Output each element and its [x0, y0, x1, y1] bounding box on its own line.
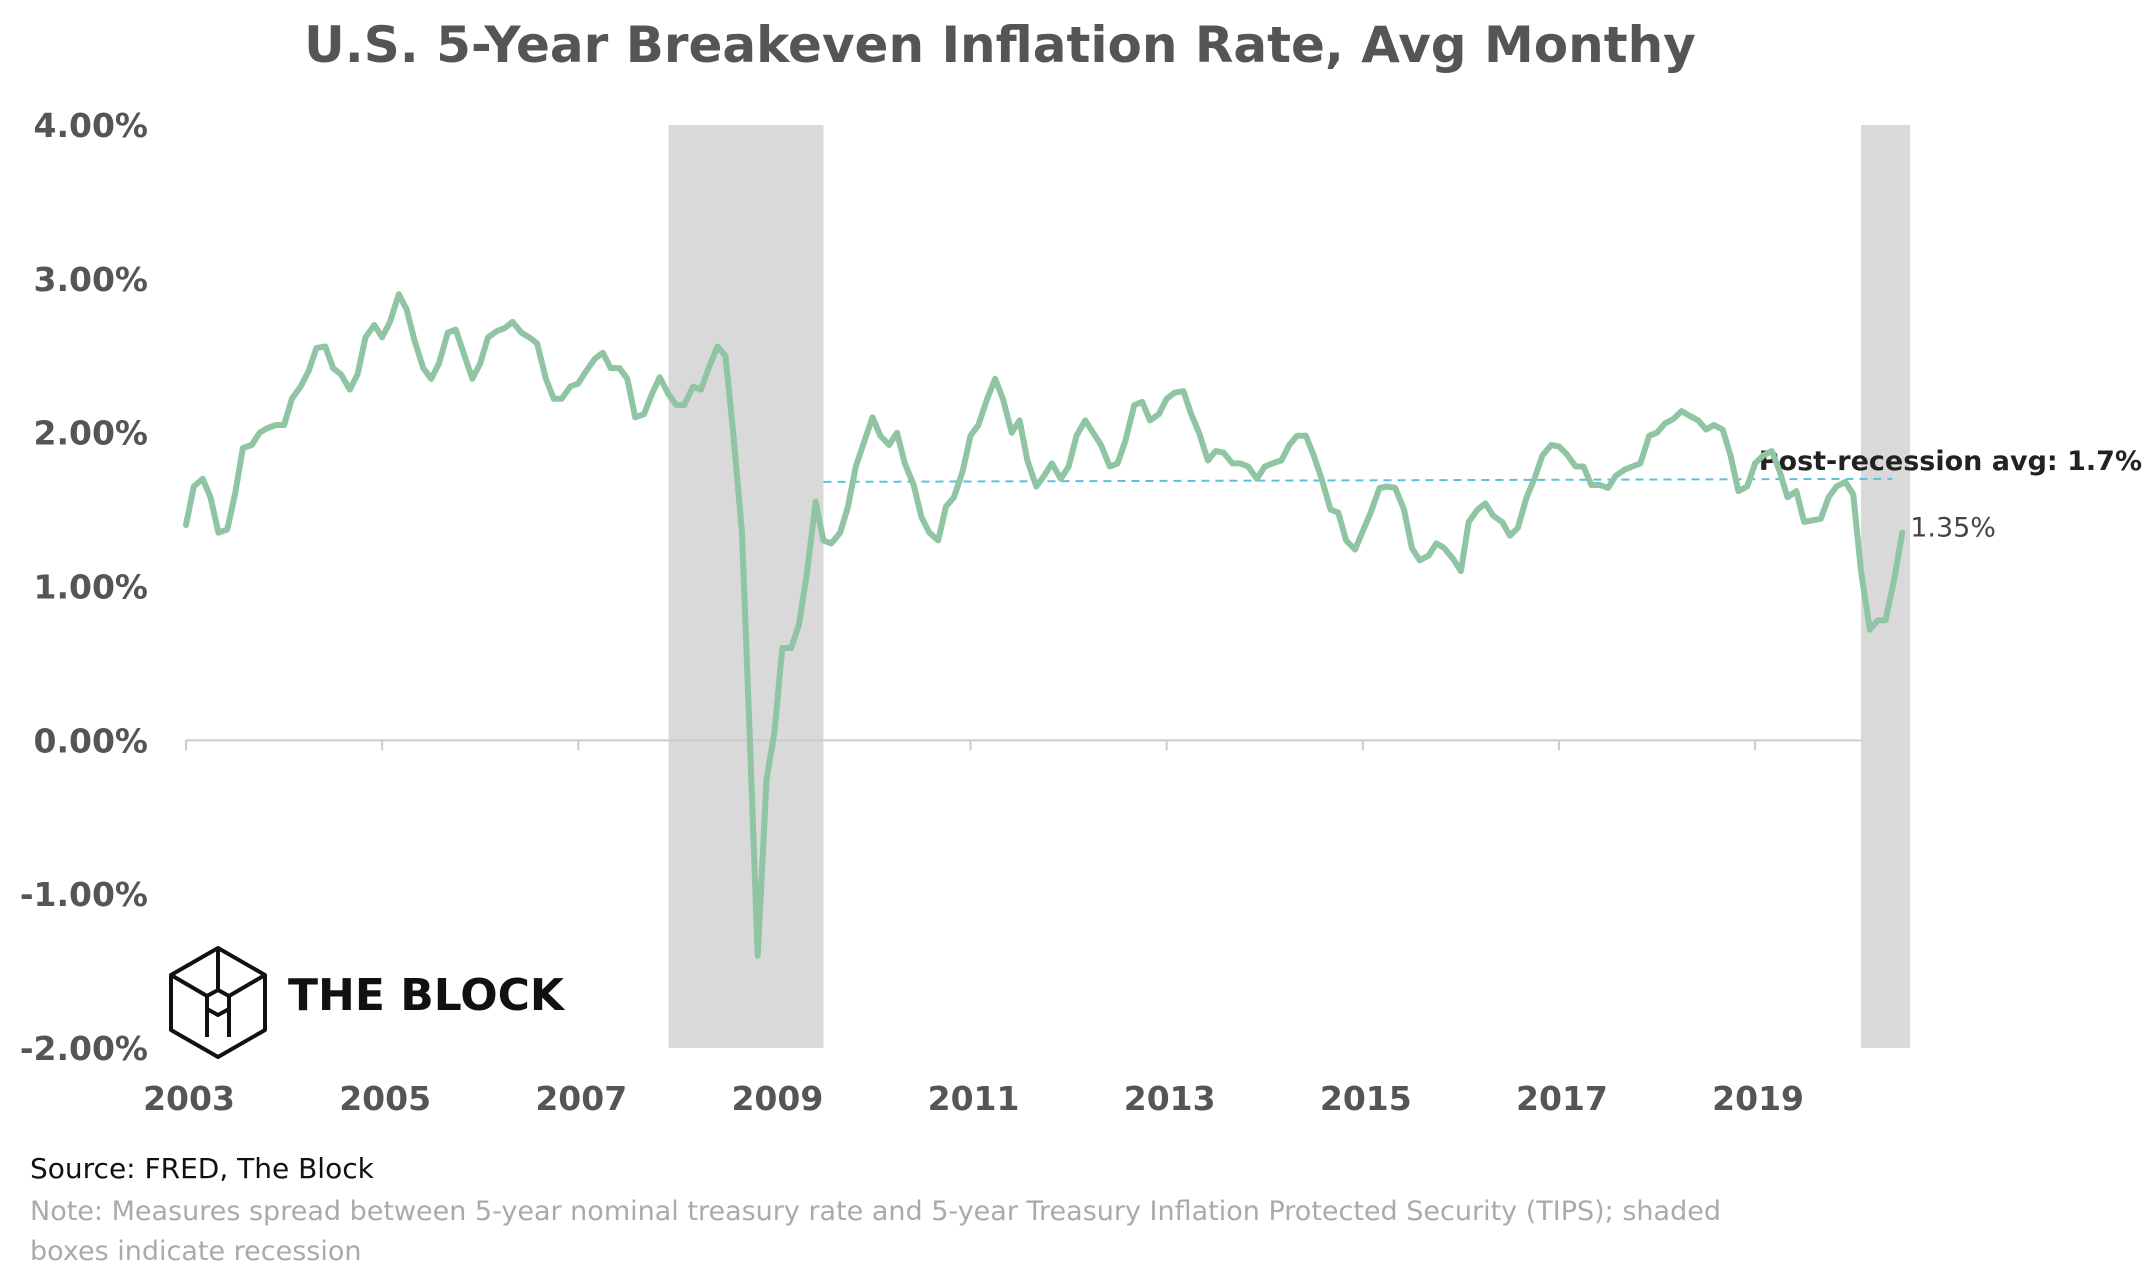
- recession-band-1: [1861, 125, 1911, 1048]
- cube-logo-icon: [169, 946, 267, 1059]
- x-axis-labels: 2003 2005 2007 2009 2011 2013 2015 2017 2019: [143, 1079, 1804, 1118]
- series-group: 1.35%: [183, 291, 1996, 959]
- x-axis: [185, 739, 1862, 751]
- y-tick-label-6: 4.00%: [34, 106, 149, 145]
- x-tick-label-8: 2019: [1712, 1079, 1804, 1118]
- post-recession-avg-line: [823, 477, 1893, 483]
- x-tick-label-4: 2011: [928, 1079, 1020, 1118]
- series-line-0: [183, 291, 1906, 959]
- y-tick-label-4: 2.00%: [34, 414, 149, 453]
- y-tick-label-0: -2.00%: [20, 1029, 148, 1068]
- y-tick-label-1: -1.00%: [20, 875, 148, 914]
- x-tick-label-3: 2009: [731, 1079, 823, 1118]
- x-tick-label-5: 2013: [1124, 1079, 1216, 1118]
- source-text: Source: FRED, The Block: [30, 1152, 374, 1185]
- post-recession-avg-label: Post-recession avg: 1.7%: [1759, 446, 2142, 477]
- reference-line-group: Post-recession avg: 1.7%: [823, 446, 2142, 483]
- recession-bands: [668, 125, 1911, 1048]
- x-tick-label-0: 2003: [143, 1079, 235, 1118]
- y-tick-label-2: 0.00%: [34, 721, 149, 760]
- x-tick-label-1: 2005: [339, 1079, 431, 1118]
- chart-title: U.S. 5-Year Breakeven Inflation Rate, Av…: [304, 16, 1696, 74]
- note-text: Note: Measures spread between 5-year nom…: [30, 1196, 1721, 1267]
- y-axis: -2.00% -1.00% 0.00% 1.00% 2.00% 3.00% 4.00%: [20, 106, 148, 1068]
- x-tick-label-7: 2017: [1516, 1079, 1608, 1118]
- x-tick-label-2: 2007: [535, 1079, 627, 1118]
- x-tick-label-6: 2015: [1320, 1079, 1412, 1118]
- end-value-label: 1.35%: [1910, 513, 1996, 544]
- y-tick-label-5: 3.00%: [34, 260, 149, 299]
- brand-logo: THE BLOCK: [169, 946, 566, 1059]
- y-tick-label-3: 1.00%: [34, 568, 149, 607]
- brand-name: THE BLOCK: [288, 970, 566, 1021]
